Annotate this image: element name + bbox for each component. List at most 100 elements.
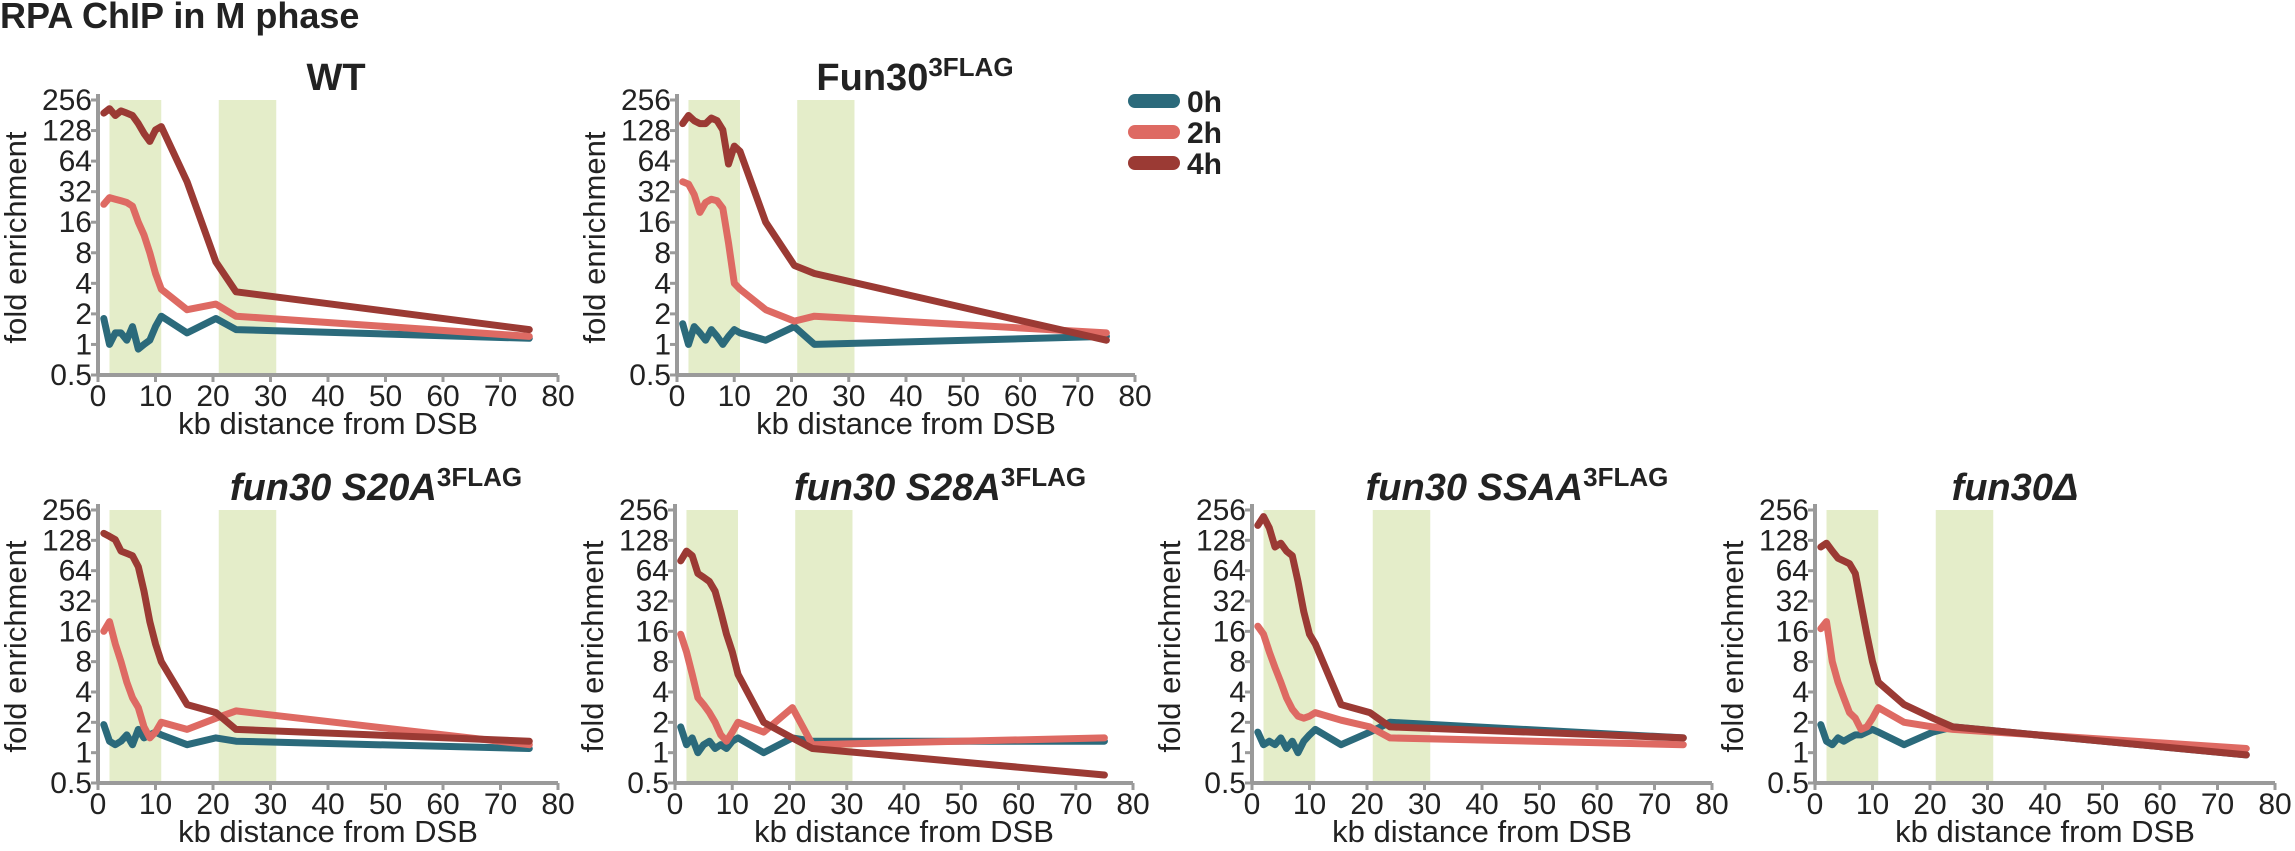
x-tick-label: 0: [90, 380, 107, 413]
x-tick-label: 40: [889, 380, 922, 413]
y-tick-label: 2: [75, 298, 92, 331]
panel-title: fun30Δ: [1952, 467, 2079, 509]
y-tick-label: 32: [1213, 585, 1246, 618]
x-tick-label: 10: [1293, 788, 1326, 821]
series-line-2h: [677, 630, 1108, 749]
y-tick-label: 2: [654, 298, 671, 331]
y-tick-label: 32: [636, 585, 669, 618]
x-axis-label: kb distance from DSB: [178, 406, 478, 441]
panel-title: WT: [306, 57, 365, 99]
y-tick-label: 4: [1792, 676, 1809, 709]
y-tick-label: 256: [621, 84, 671, 117]
x-tick-label: 40: [311, 380, 344, 413]
y-tick-label: 1: [1792, 737, 1809, 770]
series-line-0h: [100, 721, 533, 752]
x-tick-label: 30: [254, 380, 287, 413]
y-axis-label: fold enrichment: [1152, 540, 1187, 752]
series-line-2h: [1817, 618, 2250, 752]
y-axis-label: fold enrichment: [1715, 540, 1750, 752]
y-tick-label: 16: [638, 206, 671, 239]
y-tick-label: 16: [636, 615, 669, 648]
x-axis-label: kb distance from DSB: [1332, 814, 1632, 849]
legend-label-0h: 0h: [1187, 86, 1222, 119]
x-tick-label: 20: [196, 380, 229, 413]
x-tick-label: 60: [2143, 788, 2176, 821]
y-tick-label: 8: [1792, 646, 1809, 679]
y-tick-label: 128: [621, 115, 671, 148]
x-tick-label: 70: [1061, 380, 1094, 413]
y-tick-label: 32: [638, 176, 671, 209]
y-tick-label: 64: [636, 555, 669, 588]
x-tick-label: 20: [775, 380, 808, 413]
y-tick-label: 32: [59, 585, 92, 618]
x-tick-label: 20: [1350, 788, 1383, 821]
x-tick-label: 40: [887, 788, 920, 821]
y-tick-label: 0.5: [1767, 767, 1809, 800]
y-tick-label: 32: [1776, 585, 1809, 618]
x-tick-label: 10: [716, 788, 749, 821]
y-tick-label: 1: [75, 328, 92, 361]
y-tick-label: 64: [59, 145, 92, 178]
x-axis-label: kb distance from DSB: [754, 814, 1054, 849]
shaded-region-2: [1935, 510, 1994, 783]
figure-title: RPA ChIP in M phase: [0, 0, 359, 36]
y-tick-label: 16: [1213, 615, 1246, 648]
panel-title: fun30 SSAA3FLAG: [1366, 462, 1669, 509]
x-tick-label: 70: [1638, 788, 1671, 821]
legend-label-4h: 4h: [1187, 148, 1222, 181]
series-line-4h: [100, 105, 533, 334]
x-tick-label: 60: [1004, 380, 1037, 413]
x-tick-label: 80: [541, 380, 574, 413]
y-tick-label: 0.5: [627, 767, 669, 800]
x-tick-label: 30: [832, 380, 865, 413]
series-line-0h: [1817, 721, 2250, 759]
x-tick-label: 10: [1856, 788, 1889, 821]
y-axis-label: fold enrichment: [575, 540, 610, 752]
series-line-0h: [1254, 718, 1687, 757]
series-line-4h: [1254, 513, 1687, 742]
y-tick-label: 0.5: [50, 359, 92, 392]
y-tick-label: 4: [75, 267, 92, 300]
x-tick-label: 30: [830, 788, 863, 821]
y-tick-label: 1: [654, 328, 671, 361]
y-tick-label: 4: [652, 676, 669, 709]
y-axis-label: fold enrichment: [0, 540, 33, 752]
y-tick-label: 16: [1776, 615, 1809, 648]
x-tick-label: 60: [426, 788, 459, 821]
x-tick-label: 20: [773, 788, 806, 821]
x-tick-label: 60: [426, 380, 459, 413]
x-tick-label: 80: [541, 788, 574, 821]
panel-title: fun30 S28A3FLAG: [794, 462, 1086, 509]
y-tick-label: 256: [42, 494, 92, 527]
x-tick-label: 40: [2028, 788, 2061, 821]
series-line-4h: [677, 547, 1108, 779]
y-tick-label: 8: [654, 237, 671, 270]
y-tick-label: 16: [59, 615, 92, 648]
x-tick-label: 80: [1118, 380, 1151, 413]
y-tick-label: 8: [75, 646, 92, 679]
series-line-2h: [1254, 622, 1687, 749]
x-tick-label: 80: [2258, 788, 2291, 821]
y-tick-label: 64: [59, 555, 92, 588]
x-tick-label: 40: [311, 788, 344, 821]
series-line-2h: [679, 178, 1110, 337]
series-line-0h: [679, 320, 1110, 348]
x-tick-label: 50: [945, 788, 978, 821]
x-tick-label: 50: [369, 380, 402, 413]
y-tick-label: 8: [1229, 646, 1246, 679]
x-tick-label: 30: [1408, 788, 1441, 821]
x-tick-label: 50: [1523, 788, 1556, 821]
y-tick-label: 256: [1196, 494, 1246, 527]
x-axis-label: kb distance from DSB: [1895, 814, 2195, 849]
y-tick-label: 4: [654, 267, 671, 300]
y-tick-label: 64: [638, 145, 671, 178]
x-tick-label: 50: [2086, 788, 2119, 821]
x-tick-label: 30: [254, 788, 287, 821]
